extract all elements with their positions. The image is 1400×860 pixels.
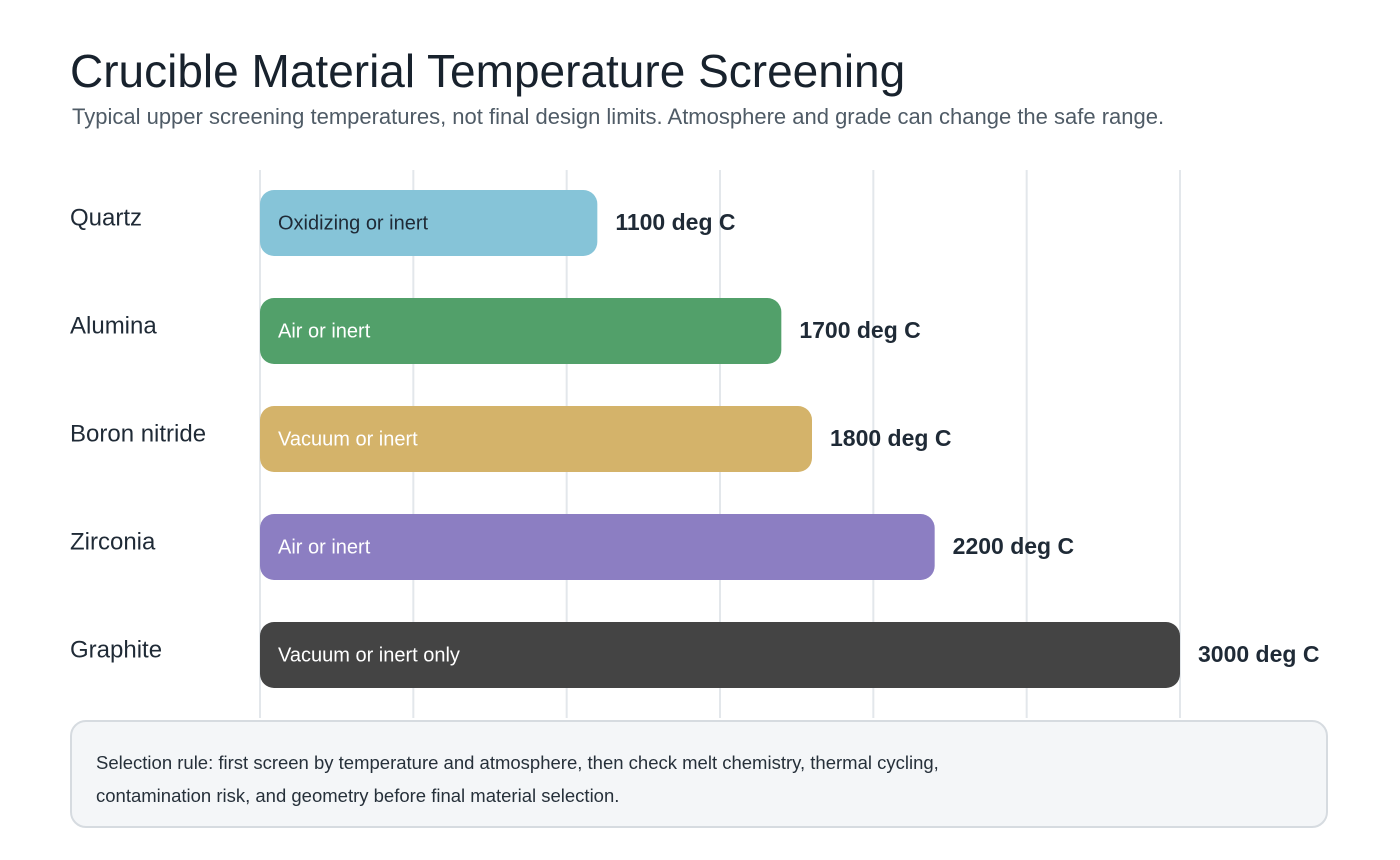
bar-boron-nitride <box>260 406 812 472</box>
bar-chart: Quartz Oxidizing or inert 1100 deg C Alumin… <box>70 170 1319 718</box>
bar-alumina <box>260 298 782 364</box>
category-label: Alumina <box>70 312 157 339</box>
bar-atmosphere-label: Air or inert <box>278 536 371 558</box>
chart-title: Crucible Material Temperature Screening <box>70 45 906 97</box>
bar-atmosphere-label: Vacuum or inert <box>278 428 418 450</box>
value-label: 1800 deg C <box>830 425 951 451</box>
category-label: Zirconia <box>70 528 156 555</box>
note-line-2: contamination risk, and geometry before … <box>96 785 620 806</box>
value-label: 3000 deg C <box>1198 641 1319 667</box>
chart-subtitle: Typical upper screening temperatures, no… <box>72 104 1165 129</box>
bar-graphite <box>260 622 1180 688</box>
value-label: 1700 deg C <box>799 317 920 343</box>
bar-zirconia <box>260 514 935 580</box>
bar-atmosphere-label: Vacuum or inert only <box>278 644 460 666</box>
value-label: 1100 deg C <box>615 209 735 235</box>
value-label: 2200 deg C <box>953 533 1074 559</box>
note-line-1: Selection rule: first screen by temperat… <box>96 752 939 773</box>
category-label: Graphite <box>70 636 162 663</box>
bar-atmosphere-label: Oxidizing or inert <box>278 212 429 234</box>
category-label: Boron nitride <box>70 420 206 447</box>
selection-rule-note: Selection rule: first screen by temperat… <box>70 720 1328 828</box>
bar-atmosphere-label: Air or inert <box>278 320 371 342</box>
bar-quartz <box>260 190 598 256</box>
category-label: Quartz <box>70 204 142 231</box>
